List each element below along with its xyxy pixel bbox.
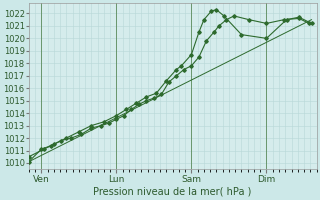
X-axis label: Pression niveau de la mer( hPa ): Pression niveau de la mer( hPa ) [93,187,252,197]
